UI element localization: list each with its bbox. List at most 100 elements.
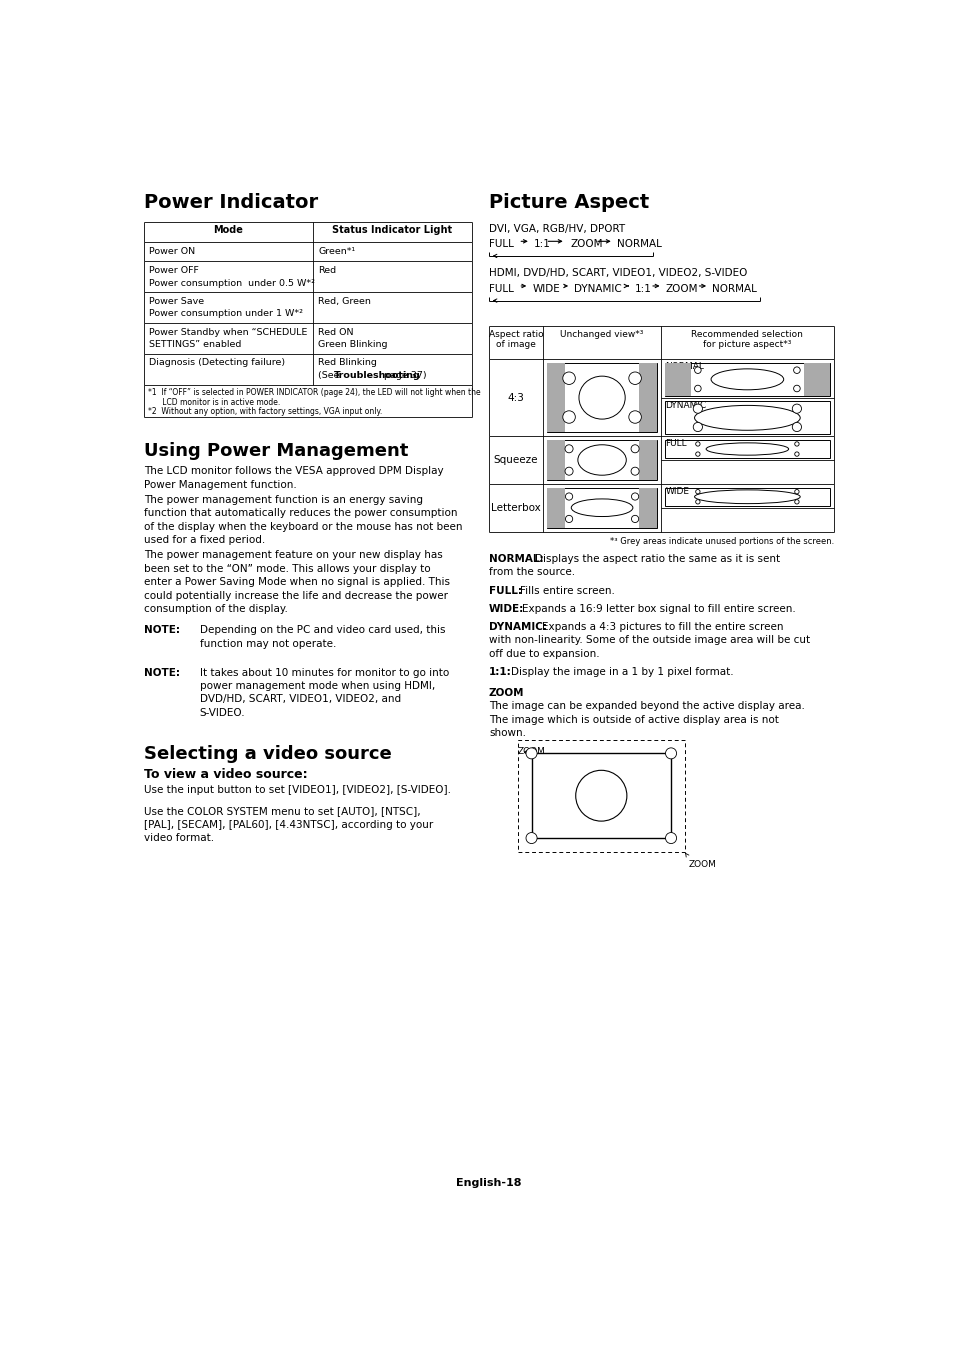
Text: from the source.: from the source.	[488, 567, 575, 578]
Text: Recommended selection
for picture aspect*³: Recommended selection for picture aspect…	[691, 329, 802, 350]
Text: ZOOM: ZOOM	[665, 284, 698, 294]
Text: The power management function is an energy saving: The power management function is an ener…	[144, 494, 422, 505]
Text: Green*¹: Green*¹	[318, 247, 355, 255]
Ellipse shape	[694, 405, 800, 431]
Ellipse shape	[578, 377, 624, 418]
Text: Power Save: Power Save	[150, 297, 204, 305]
Ellipse shape	[710, 369, 782, 390]
Bar	[546, 363, 564, 432]
Text: Selecting a video source: Selecting a video source	[144, 744, 392, 763]
Bar	[664, 487, 829, 506]
Text: NORMAL: NORMAL	[617, 239, 661, 248]
Circle shape	[794, 500, 799, 504]
Text: NOTE:: NOTE:	[144, 667, 180, 678]
Text: [PAL], [SECAM], [PAL60], [4.43NTSC], according to your: [PAL], [SECAM], [PAL60], [4.43NTSC], acc…	[144, 819, 433, 830]
Circle shape	[794, 441, 799, 446]
Circle shape	[575, 771, 626, 821]
Text: *1  If “OFF” is selected in POWER INDICATOR (page 24), the LED will not light wh: *1 If “OFF” is selected in POWER INDICAT…	[148, 389, 480, 397]
Text: function may not operate.: function may not operate.	[199, 639, 335, 648]
Text: used for a fixed period.: used for a fixed period.	[144, 535, 265, 545]
Ellipse shape	[694, 490, 800, 504]
Text: It takes about 10 minutes for monitor to go into: It takes about 10 minutes for monitor to…	[199, 667, 449, 678]
Text: FULL: FULL	[488, 284, 514, 294]
Circle shape	[631, 493, 639, 500]
Text: Picture Aspect: Picture Aspect	[488, 193, 648, 212]
Text: Diagnosis (Detecting failure): Diagnosis (Detecting failure)	[150, 358, 285, 367]
Text: WIDE: WIDE	[532, 284, 559, 294]
Text: ZOOM: ZOOM	[517, 747, 545, 756]
Circle shape	[628, 373, 640, 385]
Circle shape	[565, 516, 572, 522]
Text: WIDE:: WIDE:	[488, 603, 523, 614]
Text: Red: Red	[318, 266, 336, 275]
Circle shape	[792, 404, 801, 413]
Circle shape	[693, 404, 701, 413]
Circle shape	[695, 490, 700, 494]
Text: Use the input button to set [VIDEO1], [VIDEO2], [S-VIDEO].: Use the input button to set [VIDEO1], [V…	[144, 786, 451, 795]
Circle shape	[564, 444, 573, 452]
Text: HDMI, DVD/HD, SCART, VIDEO1, VIDEO2, S-VIDEO: HDMI, DVD/HD, SCART, VIDEO1, VIDEO2, S-V…	[488, 269, 746, 278]
Text: Letterbox: Letterbox	[491, 504, 540, 513]
Circle shape	[695, 452, 700, 456]
Circle shape	[665, 748, 676, 759]
Bar	[802, 363, 829, 396]
Text: of the display when the keyboard or the mouse has not been: of the display when the keyboard or the …	[144, 521, 462, 532]
Text: NORMAL: NORMAL	[711, 284, 757, 294]
Text: Displays the aspect ratio the same as it is sent: Displays the aspect ratio the same as it…	[535, 554, 780, 564]
Text: 4:3: 4:3	[507, 393, 524, 404]
Circle shape	[565, 493, 572, 500]
Circle shape	[562, 373, 575, 385]
Text: 1:1: 1:1	[634, 284, 651, 294]
Circle shape	[525, 748, 537, 759]
Text: Green Blinking: Green Blinking	[318, 340, 388, 350]
Bar	[664, 440, 829, 458]
Text: SETTINGS” enabled: SETTINGS” enabled	[150, 340, 242, 350]
Text: Aspect ratio
of image: Aspect ratio of image	[488, 329, 543, 350]
Text: shown.: shown.	[488, 729, 525, 738]
Text: Status Indicator Light: Status Indicator Light	[332, 225, 452, 235]
Text: The image which is outside of active display area is not: The image which is outside of active dis…	[488, 716, 778, 725]
Bar	[546, 487, 564, 528]
Text: Squeeze: Squeeze	[494, 455, 537, 466]
Circle shape	[694, 367, 700, 374]
Circle shape	[793, 367, 800, 374]
Text: 1:1:: 1:1:	[488, 667, 511, 676]
Text: Expands a 16:9 letter box signal to fill entire screen.: Expands a 16:9 letter box signal to fill…	[521, 603, 795, 614]
Text: NOTE:: NOTE:	[144, 625, 180, 634]
Circle shape	[794, 452, 799, 456]
Text: ZOOM: ZOOM	[488, 688, 524, 698]
Text: Red ON: Red ON	[318, 328, 354, 336]
Text: Display the image in a 1 by 1 pixel format.: Display the image in a 1 by 1 pixel form…	[510, 667, 733, 676]
Bar	[546, 440, 657, 481]
Circle shape	[628, 410, 640, 424]
Text: Using Power Management: Using Power Management	[144, 441, 408, 459]
Circle shape	[564, 467, 573, 475]
Ellipse shape	[705, 443, 788, 455]
Bar	[639, 487, 657, 528]
Circle shape	[562, 410, 575, 424]
Text: NORMAL:: NORMAL:	[488, 554, 543, 564]
Text: FULL:: FULL:	[488, 586, 521, 595]
Text: enter a Power Saving Mode when no signal is applied. This: enter a Power Saving Mode when no signal…	[144, 576, 450, 587]
Text: consumption of the display.: consumption of the display.	[144, 603, 288, 614]
Text: WIDE: WIDE	[665, 487, 689, 495]
Text: ZOOM: ZOOM	[688, 860, 716, 868]
Circle shape	[631, 516, 639, 522]
Text: Power consumption  under 0.5 W*²: Power consumption under 0.5 W*²	[150, 278, 315, 288]
Bar	[639, 440, 657, 481]
Circle shape	[793, 385, 800, 391]
Bar	[664, 363, 829, 396]
Circle shape	[630, 467, 639, 475]
Circle shape	[525, 833, 537, 844]
Bar	[531, 753, 670, 838]
Text: NORMAL: NORMAL	[665, 362, 703, 371]
Text: power management mode when using HDMI,: power management mode when using HDMI,	[199, 680, 435, 691]
Text: Depending on the PC and video card used, this: Depending on the PC and video card used,…	[199, 625, 445, 634]
Text: ZOOM: ZOOM	[570, 239, 602, 248]
Text: Red Blinking: Red Blinking	[318, 358, 376, 367]
Text: Power Standby when “SCHEDULE: Power Standby when “SCHEDULE	[150, 328, 308, 336]
Text: Power consumption under 1 W*²: Power consumption under 1 W*²	[150, 309, 303, 319]
Text: S-VIDEO.: S-VIDEO.	[199, 707, 245, 718]
Text: The power management feature on your new display has: The power management feature on your new…	[144, 549, 442, 560]
Text: DYNAMIC: DYNAMIC	[574, 284, 621, 294]
